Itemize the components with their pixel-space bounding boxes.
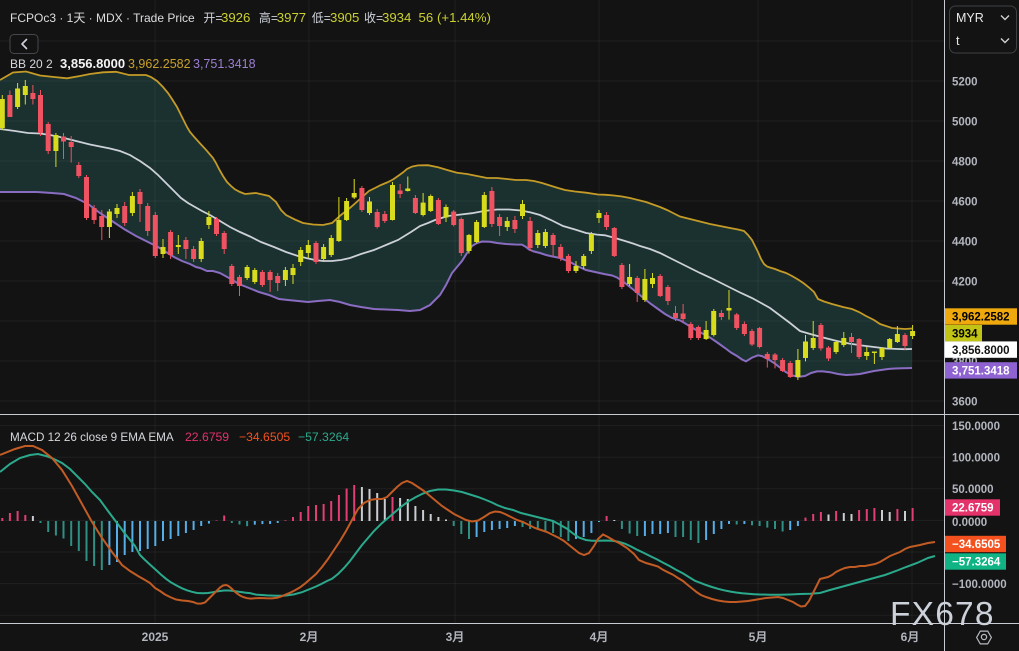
svg-text:50.0000: 50.0000 bbox=[952, 484, 994, 496]
svg-text:4400: 4400 bbox=[952, 236, 978, 248]
svg-text:MYR: MYR bbox=[956, 11, 984, 25]
svg-text:2025: 2025 bbox=[142, 630, 169, 644]
svg-text:6月: 6月 bbox=[901, 630, 920, 644]
svg-text:−57.3264: −57.3264 bbox=[952, 557, 1001, 569]
svg-text:FX678: FX678 bbox=[890, 596, 995, 633]
svg-text:3,962.2582: 3,962.2582 bbox=[952, 312, 1010, 324]
svg-text:t: t bbox=[956, 34, 960, 48]
svg-text:100.0000: 100.0000 bbox=[952, 453, 1000, 465]
svg-text:4月: 4月 bbox=[590, 630, 609, 644]
svg-text:3月: 3月 bbox=[446, 630, 465, 644]
svg-text:3600: 3600 bbox=[952, 396, 978, 408]
svg-text:3934: 3934 bbox=[952, 328, 978, 340]
svg-text:4600: 4600 bbox=[952, 196, 978, 208]
svg-text:−100.0000: −100.0000 bbox=[952, 579, 1007, 591]
svg-text:5200: 5200 bbox=[952, 76, 978, 88]
svg-text:4800: 4800 bbox=[952, 156, 978, 168]
svg-text:0.0000: 0.0000 bbox=[952, 517, 987, 529]
svg-text:−34.6505: −34.6505 bbox=[952, 539, 1001, 551]
svg-text:2月: 2月 bbox=[300, 630, 319, 644]
svg-text:22.6759: 22.6759 bbox=[952, 503, 994, 515]
svg-text:3,751.3418: 3,751.3418 bbox=[952, 366, 1010, 378]
svg-text:150.0000: 150.0000 bbox=[952, 421, 1000, 433]
svg-text:5月: 5月 bbox=[749, 630, 768, 644]
svg-text:5000: 5000 bbox=[952, 116, 978, 128]
svg-text:4200: 4200 bbox=[952, 276, 978, 288]
svg-text:3,856.8000: 3,856.8000 bbox=[952, 345, 1010, 357]
